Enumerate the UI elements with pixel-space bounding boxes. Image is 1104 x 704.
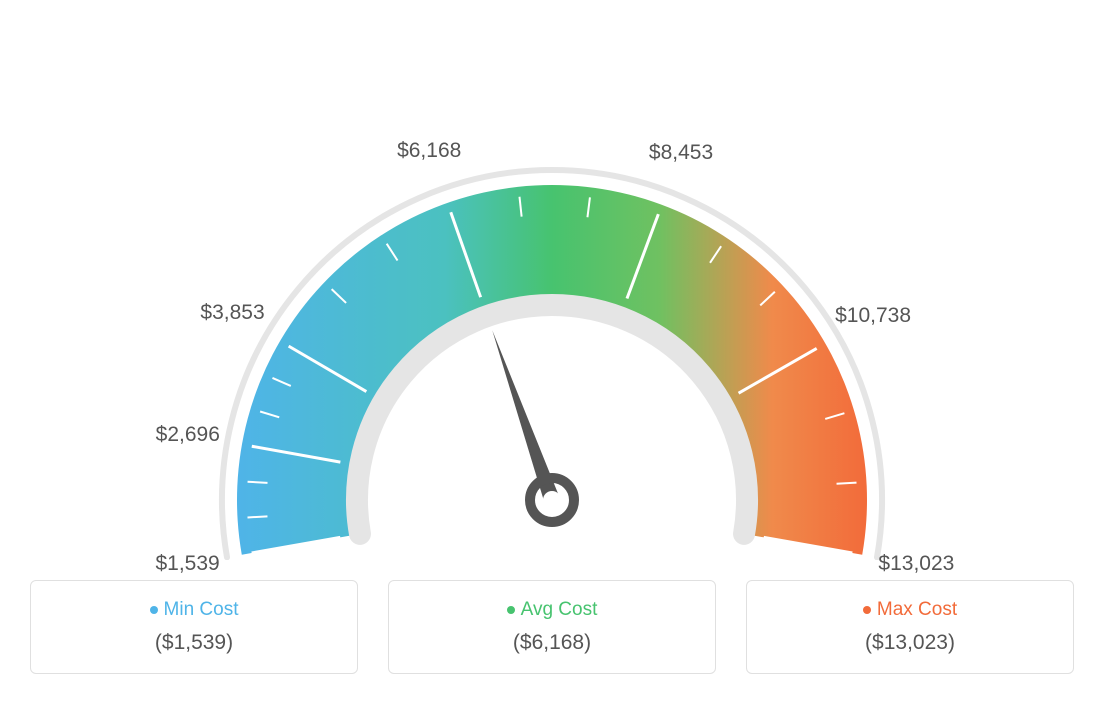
legend-row: Min Cost ($1,539) Avg Cost ($6,168) Max … (30, 580, 1074, 674)
dot-icon (150, 606, 158, 614)
legend-max: Max Cost ($13,023) (746, 580, 1074, 674)
legend-min-title: Min Cost (41, 599, 347, 621)
legend-min-value: ($1,539) (41, 631, 347, 655)
legend-avg-label: Avg Cost (521, 599, 598, 620)
gauge-tick-label: $6,168 (397, 139, 461, 163)
gauge-tick-label: $8,453 (649, 141, 713, 165)
legend-avg-value: ($6,168) (399, 631, 705, 655)
gauge-chart: $1,539$2,696$3,853$6,168$8,453$10,738$13… (30, 30, 1074, 560)
legend-max-value: ($13,023) (757, 631, 1063, 655)
dot-icon (507, 606, 515, 614)
gauge-tick-label: $1,539 (155, 552, 219, 576)
legend-min: Min Cost ($1,539) (30, 580, 358, 674)
dot-icon (863, 606, 871, 614)
legend-min-label: Min Cost (164, 599, 239, 620)
legend-avg: Avg Cost ($6,168) (388, 580, 716, 674)
legend-avg-title: Avg Cost (399, 599, 705, 621)
gauge-tick-label: $13,023 (878, 552, 954, 576)
legend-max-title: Max Cost (757, 599, 1063, 621)
legend-max-label: Max Cost (877, 599, 957, 620)
gauge-tick-label: $10,738 (835, 304, 911, 328)
gauge-svg (172, 120, 932, 560)
gauge-tick-label: $2,696 (156, 423, 220, 447)
gauge-tick-label: $3,853 (200, 301, 264, 325)
